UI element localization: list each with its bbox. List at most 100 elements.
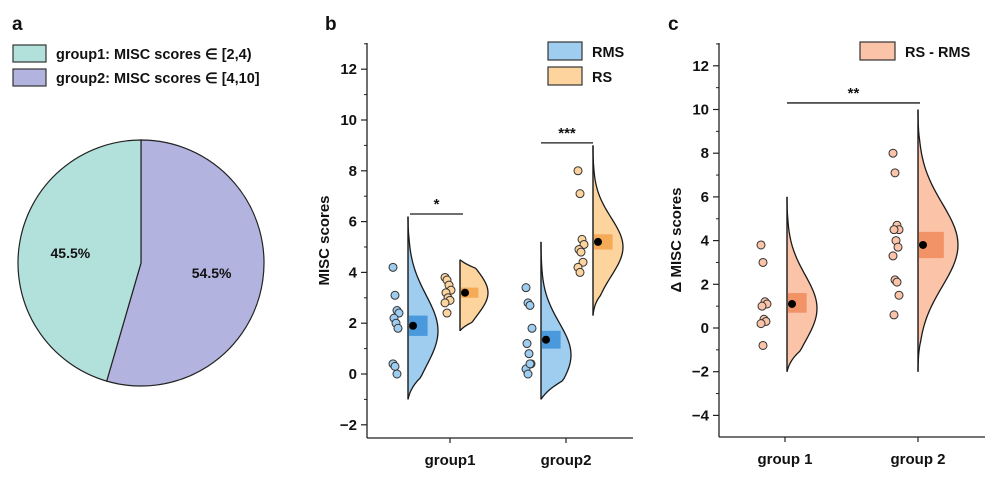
legend-label-rs-rms: RS - RMS [905, 45, 971, 61]
group1-rms-box [409, 315, 428, 336]
sig-group1-label: * [434, 196, 440, 213]
y-axis-title: MISC scores [316, 195, 333, 285]
y-tick-label-8: 8 [349, 163, 357, 180]
group2-delta-point [892, 277, 902, 287]
group2-delta-point [889, 310, 899, 320]
panel-a-pie-chart: a group1: MISC scores ∈ [2,4) group2: MIS… [12, 14, 265, 387]
group1-delta-point [757, 301, 767, 311]
group1-delta-mean-dot [788, 299, 796, 308]
x-tick-label-group-2: group 2 [891, 451, 946, 468]
pie-label-group2: 54.5% [192, 265, 232, 281]
sig-group2-label: *** [558, 125, 576, 142]
group1-rs-mean-dot [461, 288, 469, 297]
legend-label-2: group2: MISC scores ∈ [4,10] [56, 71, 260, 87]
legend-label-1: group1: MISC scores ∈ [2,4) [56, 47, 252, 63]
group1-delta-point [756, 319, 766, 329]
y-tick-label-0: 0 [701, 320, 709, 337]
group1-rms-point [392, 369, 402, 379]
panel-letter-c: c [668, 14, 679, 35]
y-tick-label-6: 6 [349, 214, 357, 231]
panel-b-marks: **** [388, 125, 624, 400]
group2-rs-point [575, 267, 585, 277]
group1-rms-mean-dot [409, 321, 417, 330]
y-tick-label-10: 10 [692, 102, 709, 119]
group2-delta-point [893, 242, 903, 252]
legend-label-rms: RMS [592, 45, 625, 61]
group2-rms-violin-fill [541, 241, 571, 400]
group2-rms-point [525, 300, 535, 310]
panel-c-marks: ** [756, 85, 959, 372]
y-tick-label-12: 12 [692, 58, 709, 75]
panel-c-raincloud: c −4 −2 0 2 4 6 8 10 12 group 1 group 2 Δ MISC scor… [668, 14, 985, 468]
group1-delta-point [758, 340, 768, 350]
group2-rs-point [575, 189, 585, 199]
legend-swatch-rs-rms [859, 41, 896, 61]
legend-label-rs: RS [592, 70, 612, 86]
y-tick-label-2: 2 [701, 276, 709, 293]
group2-rs-mean-dot [594, 237, 602, 246]
legend-swatch-rms [547, 41, 583, 61]
legend-swatch-1 [12, 44, 47, 63]
pie-slice-group2 [105, 139, 265, 387]
group1-rms-violin-outline [407, 216, 439, 400]
y-tick-label-12: 12 [340, 61, 357, 78]
group2-rs-violin-outline [592, 145, 624, 316]
x-tick-label-group1: group1 [425, 452, 476, 469]
y-axis-title: Δ MISC scores [668, 188, 685, 293]
group1-rs-violin-outline [459, 259, 489, 332]
group2-rms-point [524, 349, 534, 359]
group2-rms-point [521, 283, 531, 293]
group2-delta-point [890, 168, 900, 178]
panel-letter-a: a [12, 14, 23, 35]
panel-c-legend: RS - RMS [859, 41, 971, 61]
group2-delta-point [888, 251, 898, 261]
group2-rms-violin-outline [540, 241, 572, 400]
group2-rms-box [542, 330, 561, 349]
group1-delta-violin-fill [787, 196, 817, 372]
y-tick-label-0: 0 [349, 366, 357, 383]
panel-letter-b: b [325, 14, 337, 35]
group2-delta-point [889, 225, 899, 235]
group2-delta-point [894, 290, 904, 300]
y-tick-label--2: −2 [340, 417, 357, 434]
pie-slice-group1 [17, 139, 142, 382]
group1-rms-point [390, 361, 400, 371]
legend-swatch-rs [547, 66, 583, 86]
pie-legend: group1: MISC scores ∈ [2,4) group2: MISC … [12, 44, 260, 87]
group1-rms-point [393, 323, 403, 333]
y-tick-label-4: 4 [701, 233, 710, 250]
group2-delta-point [888, 148, 898, 158]
group1-delta-point [758, 257, 768, 267]
group1-rs-box [461, 287, 479, 298]
group1-rms-point [388, 262, 398, 272]
group2-rms-point [522, 339, 532, 349]
group2-rs-violin-fill [593, 145, 623, 316]
group2-delta-mean-dot [919, 240, 927, 249]
group2-delta-violin-outline [917, 109, 959, 372]
group2-rs-point [576, 247, 586, 257]
group2-rms-point [525, 359, 535, 369]
group1-rms-violin-fill [408, 216, 438, 400]
group2-rms-point [523, 369, 533, 379]
group1-delta-point [756, 240, 766, 250]
y-tick-label-6: 6 [701, 189, 709, 206]
group1-rs-point [442, 308, 452, 318]
y-tick-label-4: 4 [349, 264, 358, 281]
panel-c-axes: −4 −2 0 2 4 6 8 10 12 group 1 group 2 Δ MISC scores [668, 43, 985, 468]
group2-rs-point [573, 166, 583, 176]
group1-delta-violin-outline [786, 196, 818, 372]
x-tick-label-group2: group2 [541, 452, 592, 469]
group1-rs-point [440, 298, 450, 308]
pie-label-group1: 45.5% [51, 245, 91, 261]
y-tick-label--2: −2 [692, 364, 709, 381]
group2-rms-mean-dot [542, 335, 550, 344]
group2-rms-point [527, 323, 537, 333]
y-tick-label-2: 2 [349, 315, 357, 332]
x-tick-label-group-1: group 1 [758, 451, 813, 468]
y-tick-label-8: 8 [701, 145, 709, 162]
pie-slices: 54.5% 45.5% [17, 139, 265, 387]
sig-delta-label: ** [848, 85, 860, 102]
panel-b-legend: RMS RS [547, 41, 625, 86]
